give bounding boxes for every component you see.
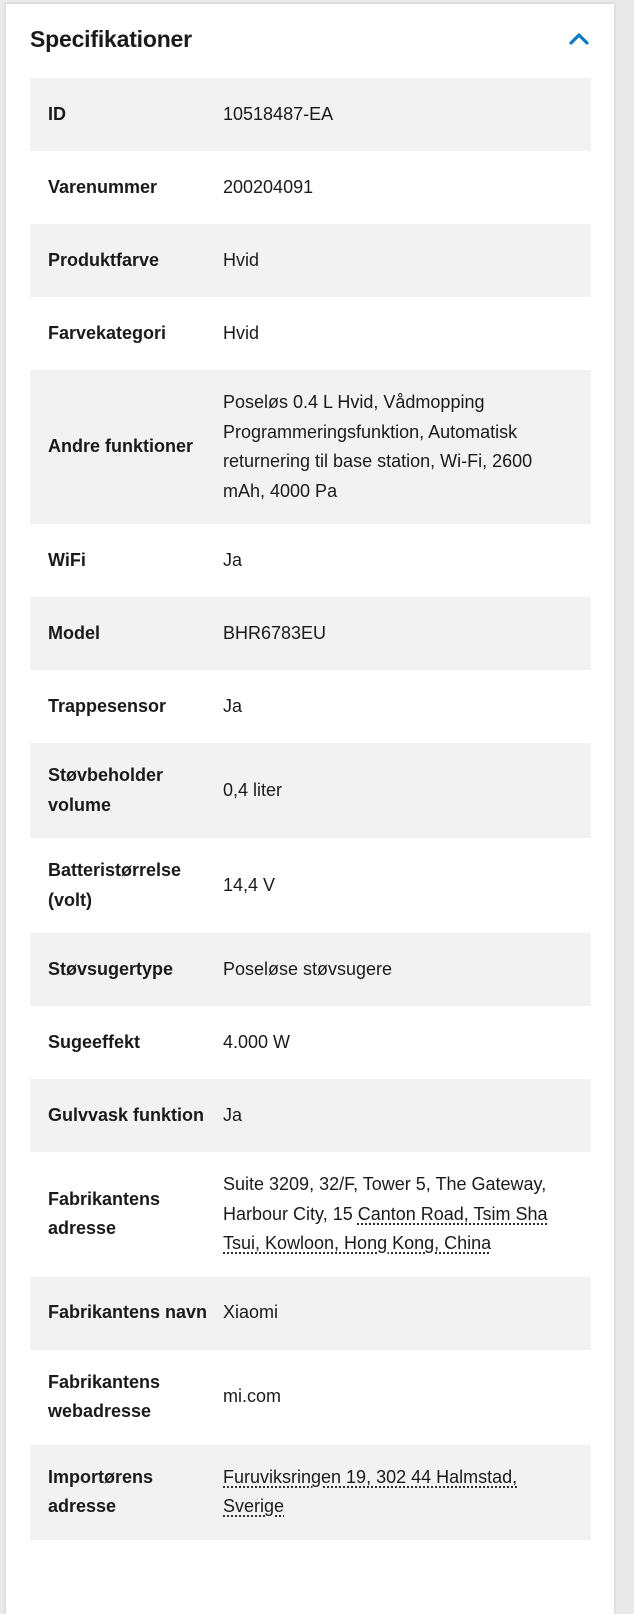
address-link[interactable]: Canton Road, Tsim Sha Tsui, Kowloon, Hon…: [223, 1203, 548, 1254]
spec-value: Ja: [223, 670, 591, 743]
spec-row: Fabrikantens webadresse mi.com: [30, 1350, 591, 1445]
spec-row: Fabrikantens navn Xiaomi: [30, 1276, 591, 1350]
spec-table: ID 10518487-EA Varenummer 200204091 Produktf…: [30, 78, 591, 1540]
spec-value: 14,4 V: [223, 838, 591, 933]
value-text: Suite 3209, 32/F, Tower 5, The Gateway, …: [223, 1174, 547, 1224]
spec-label: Andre funktioner: [48, 436, 194, 457]
value-text: Ja: [223, 695, 243, 716]
spec-row: Trappesensor Ja: [30, 670, 591, 743]
spec-row: Gulvvask funktion Ja: [30, 1079, 591, 1152]
address-link[interactable]: Furuviksringen 19, 302 44 Halmstad, Sver…: [223, 1466, 518, 1517]
value-text: 200204091: [223, 176, 314, 197]
spec-value: BHR6783EU: [223, 597, 591, 670]
spec-label: Batteristørrelse (volt): [48, 860, 182, 910]
spec-value: Furuviksringen 19, 302 44 Halmstad, Sver…: [223, 1445, 591, 1540]
spec-label: Farvekategori: [48, 322, 167, 343]
spec-label: WiFi: [48, 549, 86, 570]
spec-value: 0,4 liter: [223, 743, 591, 838]
spec-value: Poseløse støvsugere: [223, 933, 591, 1006]
spec-label: Varenummer: [48, 176, 158, 197]
spec-label: Fabrikantens webadresse: [48, 1371, 161, 1422]
spec-value: Suite 3209, 32/F, Tower 5, The Gateway, …: [223, 1152, 591, 1277]
collapse-chevron[interactable]: [568, 32, 590, 46]
spec-row: Støvsugertype Poseløse støvsugere: [30, 933, 591, 1006]
value-text: BHR6783EU: [223, 622, 327, 643]
spec-value: Hvid: [223, 297, 591, 370]
spec-row: Fabrikantens adresse Suite 3209, 32/F, To…: [30, 1152, 591, 1277]
spec-value: Xiaomi: [223, 1277, 591, 1350]
spec-label: Model: [48, 622, 100, 643]
spec-value: Hvid: [223, 224, 591, 297]
spec-label: Sugeeffekt: [48, 1031, 141, 1052]
spec-row: Model BHR6783EU: [30, 597, 591, 670]
spec-row: Støvbeholder volume 0,4 liter: [30, 743, 591, 838]
spec-value: mi.com: [223, 1350, 591, 1445]
spec-value: 4.000 W: [223, 1006, 591, 1079]
value-text: Hvid: [223, 322, 260, 343]
spec-value: Poseløs 0.4 L Hvid, Vådmopping Programme…: [223, 370, 591, 524]
spec-row: WiFi Ja: [30, 524, 591, 597]
spec-row: Importørens adresse Furuviksringen 19, 30…: [30, 1444, 591, 1540]
spec-row: Sugeeffekt 4.000 W: [30, 1006, 591, 1079]
spec-label: Trappesensor: [48, 695, 167, 716]
value-text: Hvid: [223, 249, 260, 270]
spec-value: Ja: [223, 524, 591, 597]
value-text: mi.com: [223, 1386, 281, 1407]
spec-label: ID: [48, 103, 66, 124]
spec-label: Fabrikantens adresse: [48, 1188, 161, 1239]
value-text: Poseløse støvsugere: [223, 958, 393, 979]
spec-row: Farvekategori Hvid: [30, 297, 591, 370]
spec-label: Støvbeholder volume: [48, 765, 164, 815]
spec-row: Produktfarve Hvid: [30, 224, 591, 297]
spec-row: Batteristørrelse (volt) 14,4 V: [30, 838, 591, 933]
value-text: Ja: [223, 1104, 243, 1125]
spec-label: Støvsugertype: [48, 958, 174, 979]
value-text: 14,4 V: [223, 874, 276, 895]
value-text: Poseløs 0.4 L Hvid, Vådmopping Programme…: [223, 392, 533, 501]
section-title: Specifikationer: [30, 26, 192, 52]
value-text: 0,4 liter: [223, 779, 283, 800]
spec-value: 10518487-EA: [223, 78, 591, 151]
spec-label: Gulvvask funktion: [48, 1104, 205, 1125]
spec-row: Varenummer 200204091: [30, 151, 591, 224]
spec-row: ID 10518487-EA: [30, 78, 591, 151]
spec-value: 200204091: [223, 151, 591, 224]
spec-label: Importørens adresse: [48, 1466, 154, 1517]
spec-label: Produktfarve: [48, 249, 160, 270]
value-text: Xiaomi: [223, 1302, 279, 1323]
spec-label: Fabrikantens navn: [48, 1302, 208, 1323]
value-text: 4.000 W: [223, 1031, 291, 1052]
spec-row: Andre funktioner Poseløs 0.4 L Hvid, Vådm…: [30, 370, 591, 524]
spec-header[interactable]: Specifikationer: [30, 4, 590, 78]
value-text: Ja: [223, 549, 243, 570]
spec-value: Ja: [223, 1079, 591, 1152]
spec-card: Specifikationer ID 10518487-EA Varenummer 2…: [6, 4, 614, 1614]
value-text: 10518487-EA: [223, 103, 334, 124]
